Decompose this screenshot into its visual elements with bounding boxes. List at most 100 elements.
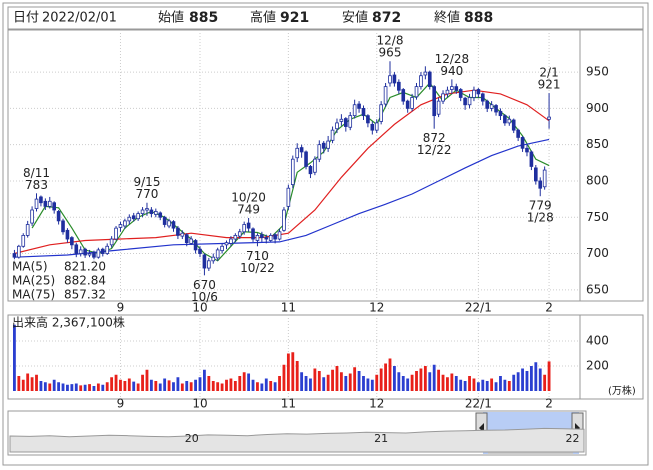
candle-body: [352, 104, 357, 117]
candle-body: [47, 200, 52, 207]
volume-bar: [180, 383, 184, 391]
y-tick-label: 650: [586, 282, 609, 296]
y-tick-label: 800: [586, 173, 609, 187]
candle-body: [114, 227, 118, 240]
volume-bar: [119, 379, 122, 391]
legend-name: MA(5): [12, 260, 48, 274]
candle-body: [277, 231, 282, 240]
candle-body: [70, 237, 74, 246]
candle-body: [87, 253, 92, 256]
candle-body: [100, 248, 105, 254]
candle-body: [436, 100, 441, 115]
navigator-label: 21: [374, 432, 388, 445]
volume-bar: [79, 385, 83, 391]
volume-bar: [512, 374, 516, 391]
volume-bar: [136, 383, 140, 391]
candle-body: [264, 237, 269, 240]
volume-bar: [123, 381, 127, 391]
volume-bar: [238, 376, 242, 391]
candle-body: [145, 208, 149, 211]
candle-body: [21, 235, 26, 247]
volume-bar: [450, 373, 454, 391]
candle-body: [480, 93, 485, 102]
volume-bar: [388, 358, 392, 391]
candle-body: [162, 216, 167, 225]
candle-body: [498, 110, 503, 117]
volume-bar: [534, 362, 538, 391]
y-tick-label: 700: [586, 246, 609, 260]
volume-bar: [83, 384, 87, 391]
candle-body: [105, 245, 110, 254]
candle-body: [397, 81, 401, 91]
volume-bar: [384, 363, 387, 391]
volume-bar: [529, 366, 533, 391]
volume-bar: [379, 368, 383, 391]
volume-bar: [357, 371, 361, 391]
y-tick-label: 900: [586, 101, 609, 115]
candle-body: [476, 89, 481, 95]
candle-body: [485, 100, 490, 109]
candle-body: [158, 212, 163, 218]
volume-bar: [286, 353, 290, 391]
candle-body: [189, 238, 193, 244]
volume-bar: [463, 381, 467, 391]
candle-body: [12, 253, 17, 258]
volume-bar: [441, 374, 445, 391]
candle-body: [233, 235, 238, 240]
candle-body: [547, 116, 551, 120]
candle-body: [268, 235, 273, 241]
volume-bar: [132, 381, 136, 391]
annotation-value: 965: [379, 46, 402, 60]
volume-bar: [21, 379, 25, 391]
candle-body: [123, 220, 127, 227]
volume-bar: [198, 377, 202, 391]
volume-bar: [30, 377, 34, 391]
date: 2022/02/01: [42, 11, 117, 26]
candle-body: [61, 220, 65, 233]
volume-bar: [503, 379, 507, 391]
volume-bar: [335, 366, 339, 391]
volume-bar: [52, 379, 56, 391]
candle-body: [388, 75, 392, 84]
legend-bg: [10, 259, 108, 300]
x-tick-label: 9: [117, 301, 125, 315]
volume-bar: [233, 381, 237, 391]
header-box: [7, 6, 644, 30]
candle-body: [317, 144, 322, 160]
candle-body: [56, 211, 61, 222]
y-tick-label: 950: [586, 65, 609, 79]
volume-bar: [481, 379, 485, 391]
candle-body: [450, 86, 454, 90]
candle-body: [326, 140, 330, 149]
legend-value: 857.32: [64, 288, 106, 302]
volume-bar: [278, 376, 281, 391]
volume-bar: [406, 378, 410, 391]
annotation-value: 770: [136, 187, 159, 201]
candle-body: [534, 167, 538, 182]
x-tick-label: 12: [369, 397, 384, 411]
candle-body: [52, 202, 57, 211]
candle-body: [215, 249, 220, 259]
candle-body: [529, 151, 534, 167]
legend-name: MA(75): [12, 288, 55, 302]
y-tick-label: 200: [586, 359, 609, 373]
x-tick-label: 9: [117, 397, 125, 411]
candle-body: [242, 224, 247, 233]
volume-bar: [317, 371, 321, 391]
volume-bar: [216, 382, 220, 391]
candle-body: [405, 100, 410, 109]
annotation-value: 710: [246, 249, 269, 263]
volume-bar: [35, 374, 38, 391]
candle-body: [458, 89, 463, 98]
volume-bar: [167, 380, 171, 391]
annotation-date: 8/11: [23, 166, 50, 180]
volume-bar: [110, 377, 114, 391]
candle-body: [167, 220, 171, 227]
annotation-date: 2/1: [539, 66, 558, 80]
volume-bar: [397, 372, 401, 391]
candle-body: [516, 129, 520, 138]
x-tick-label: 10: [192, 301, 207, 315]
volume-bar: [88, 384, 91, 391]
volume-bar: [538, 368, 542, 391]
candle-body: [313, 158, 317, 173]
